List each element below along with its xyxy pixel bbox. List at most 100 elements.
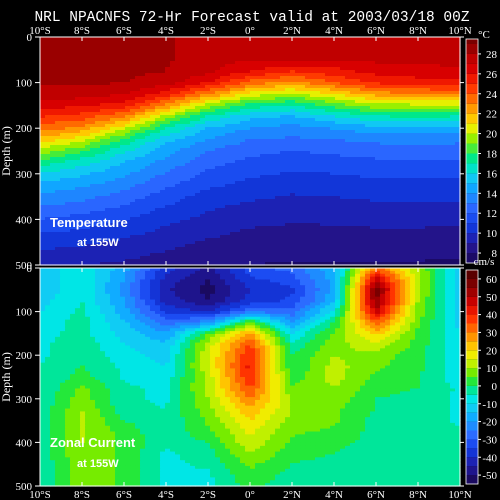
heatmap-cell [400,115,406,119]
heatmap-cell [100,163,106,167]
heatmap-cell [375,148,381,152]
heatmap-cell [290,55,296,59]
heatmap-cell [400,121,406,125]
heatmap-cell [100,160,106,164]
heatmap-cell [440,145,446,149]
heatmap-cell [135,121,141,125]
heatmap-cell [350,136,356,140]
heatmap-cell [190,70,196,74]
heatmap-cell [420,61,426,65]
heatmap-cell [425,163,431,167]
heatmap-cell [160,82,166,86]
heatmap-cell [335,94,341,98]
heatmap-cell [400,133,406,137]
heatmap-cell [320,139,326,143]
heatmap-cell [435,130,441,134]
heatmap-cell [440,49,446,53]
heatmap-cell [120,100,126,104]
heatmap-cell [310,145,316,149]
heatmap-cell [410,61,416,65]
heatmap-cell [115,142,121,146]
heatmap-cell [85,151,91,155]
heatmap-cell [420,82,426,86]
heatmap-cell [185,109,191,113]
heatmap-cell [160,133,166,137]
heatmap-cell [240,70,246,74]
heatmap-cell [325,178,331,182]
heatmap-cell [410,64,416,68]
heatmap-cell [80,154,86,158]
heatmap-cell [270,163,276,167]
heatmap-cell [295,46,301,50]
heatmap-cell [210,70,216,74]
heatmap-cell [95,94,101,98]
heatmap-cell [410,124,416,128]
heatmap-cell [175,64,181,68]
heatmap-cell [290,142,296,146]
heatmap-cell [150,169,156,173]
heatmap-cell [325,55,331,59]
heatmap-cell [75,97,81,101]
heatmap-cell [260,142,266,146]
heatmap-cell [265,154,271,158]
heatmap-cell [285,151,291,155]
heatmap-cell [450,79,456,83]
heatmap-cell [160,91,166,95]
heatmap-cell [230,139,236,143]
heatmap-cell [85,55,91,59]
heatmap-cell [85,88,91,92]
heatmap-cell [425,154,431,158]
heatmap-cell [350,130,356,134]
heatmap-cell [80,97,86,101]
heatmap-cell [210,55,216,59]
heatmap-cell [430,145,436,149]
heatmap-cell [390,157,396,161]
heatmap-cell [370,145,376,149]
heatmap-cell [365,118,371,122]
heatmap-cell [65,139,71,143]
heatmap-cell [175,172,181,176]
heatmap-cell [240,97,246,101]
heatmap-cell [160,73,166,77]
heatmap-cell [305,85,311,89]
heatmap-cell [455,97,461,101]
heatmap-cell [130,37,136,41]
heatmap-cell [125,157,131,161]
heatmap-cell [395,91,401,95]
heatmap-cell [300,139,306,143]
heatmap-cell [225,175,231,179]
heatmap-cell [220,121,226,125]
heatmap-cell [75,82,81,86]
heatmap-cell [245,163,251,167]
heatmap-cell [180,184,186,188]
heatmap-cell [110,124,116,128]
heatmap-cell [280,148,286,152]
heatmap-cell [320,91,326,95]
heatmap-cell [215,109,221,113]
heatmap-cell [130,154,136,158]
heatmap-cell [370,103,376,107]
heatmap-cell [40,82,46,86]
heatmap-cell [40,76,46,80]
heatmap-cell [430,181,436,185]
heatmap-cell [85,169,91,173]
heatmap-cell [420,79,426,83]
heatmap-cell [190,76,196,80]
heatmap-cell [185,82,191,86]
heatmap-cell [425,61,431,65]
heatmap-cell [360,73,366,77]
heatmap-cell [450,163,456,167]
heatmap-cell [275,61,281,65]
heatmap-cell [105,94,111,98]
heatmap-cell [170,151,176,155]
heatmap-cell [335,169,341,173]
heatmap-cell [410,76,416,80]
heatmap-cell [410,49,416,53]
heatmap-cell [270,148,276,152]
heatmap-cell [255,160,261,164]
heatmap-cell [425,151,431,155]
heatmap-cell [175,163,181,167]
heatmap-cell [255,46,261,50]
heatmap-cell [155,166,161,170]
heatmap-cell [75,109,81,113]
